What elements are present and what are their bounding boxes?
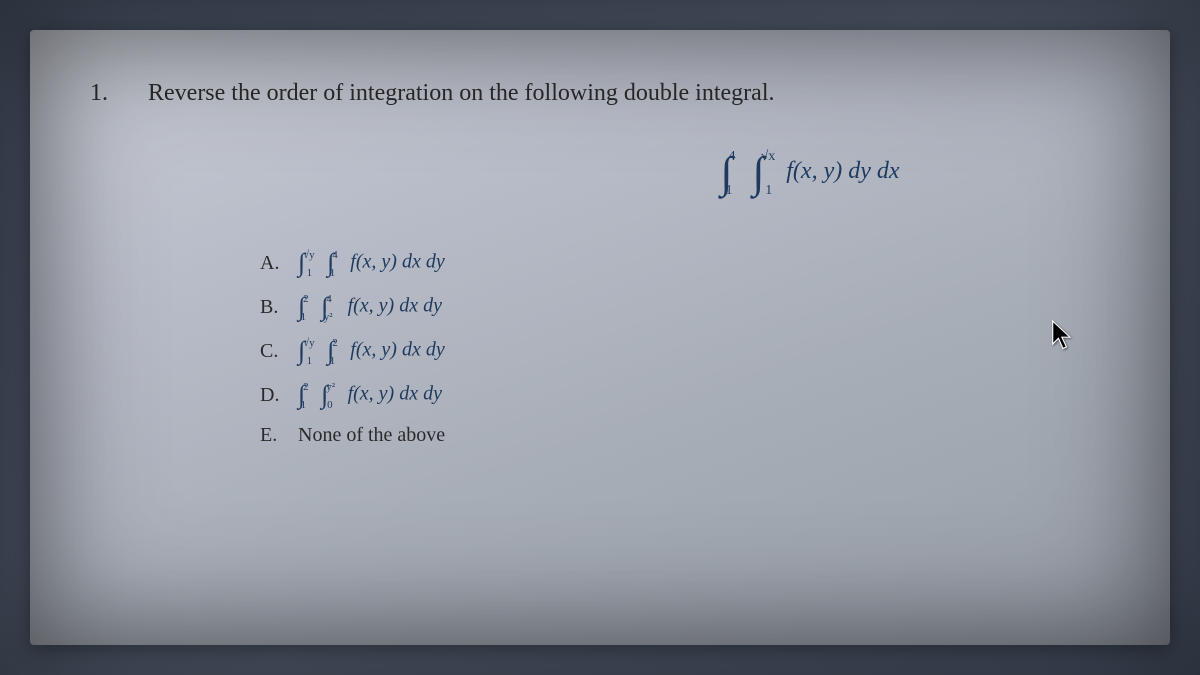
question-header: 1. Reverse the order of integration on t…: [90, 80, 1110, 107]
option-math: ∫21 ∫4y² f(x, y) dx dy: [298, 292, 442, 322]
integrand: f(x, y): [786, 158, 842, 184]
option-math: ∫√y1 ∫41 f(x, y) dx dy: [298, 248, 445, 278]
option-label: E.: [260, 424, 286, 447]
option-b[interactable]: B. ∫21 ∫4y² f(x, y) dx dy: [260, 292, 1110, 322]
inner-upper-limit: √x: [761, 149, 776, 164]
question-paper: 1. Reverse the order of integration on t…: [30, 30, 1170, 645]
inner-lower-limit: 1: [765, 183, 772, 198]
differentials: dy dx: [848, 158, 899, 184]
question-prompt: Reverse the order of integration on the …: [148, 80, 774, 107]
option-label: D.: [260, 384, 286, 407]
main-integral: ∫41 ∫√x1 f(x, y) dy dx: [510, 147, 1110, 198]
outer-lower-limit: 1: [726, 183, 733, 198]
option-c[interactable]: C. ∫√y1 ∫21 f(x, y) dx dy: [260, 336, 1110, 366]
option-text: None of the above: [298, 424, 445, 447]
option-math: ∫√y1 ∫21 f(x, y) dx dy: [298, 336, 445, 366]
outer-upper-limit: 4: [729, 149, 736, 164]
option-a[interactable]: A. ∫√y1 ∫41 f(x, y) dx dy: [260, 248, 1110, 278]
option-d[interactable]: D. ∫21 ∫y²0 f(x, y) dx dy: [260, 380, 1110, 410]
option-label: A.: [260, 252, 286, 275]
option-math: ∫21 ∫y²0 f(x, y) dx dy: [298, 380, 442, 410]
question-number: 1.: [90, 80, 108, 107]
answer-options: A. ∫√y1 ∫41 f(x, y) dx dy B. ∫21 ∫4y² f(…: [260, 248, 1110, 447]
option-label: C.: [260, 340, 286, 363]
option-e[interactable]: E. None of the above: [260, 424, 1110, 447]
option-label: B.: [260, 296, 286, 319]
